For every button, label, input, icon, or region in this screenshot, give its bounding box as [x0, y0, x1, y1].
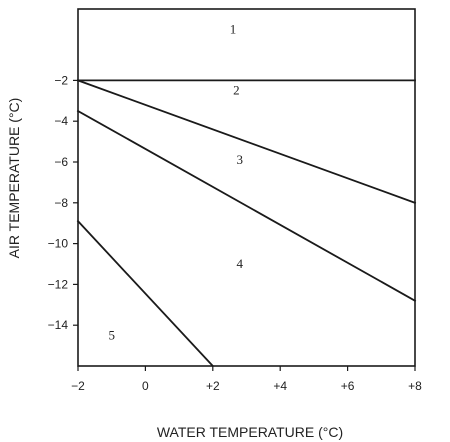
region-label-4: 4	[237, 256, 244, 271]
region-label-1: 1	[230, 21, 237, 36]
boundary-line-2	[76, 79, 417, 204]
y-tick-label: −14	[48, 318, 69, 332]
x-tick-label: 0	[142, 379, 149, 393]
y-tick-label: −8	[54, 196, 68, 210]
y-tick-label: −12	[48, 277, 69, 291]
x-tick-label: +2	[206, 379, 220, 393]
boundary-line-3	[76, 109, 417, 302]
y-tick-label: −4	[54, 114, 68, 128]
x-tick-label: +8	[408, 379, 422, 393]
y-axis-title: AIR TEMPERATURE (°C)	[6, 98, 22, 259]
region-label-2: 2	[233, 83, 240, 98]
y-tick-label: −6	[54, 155, 68, 169]
y-tick-label: −10	[48, 237, 69, 251]
region-label-5: 5	[108, 327, 115, 342]
plot-frame	[77, 8, 416, 367]
x-tick-label: +4	[273, 379, 287, 393]
x-tick-label: +6	[341, 379, 355, 393]
x-axis-title: WATER TEMPERATURE (°C)	[157, 424, 343, 440]
region-label-3: 3	[237, 152, 244, 167]
y-tick-label: −2	[54, 73, 68, 87]
boundary-line-4	[76, 219, 215, 368]
x-tick-label: −2	[71, 379, 85, 393]
